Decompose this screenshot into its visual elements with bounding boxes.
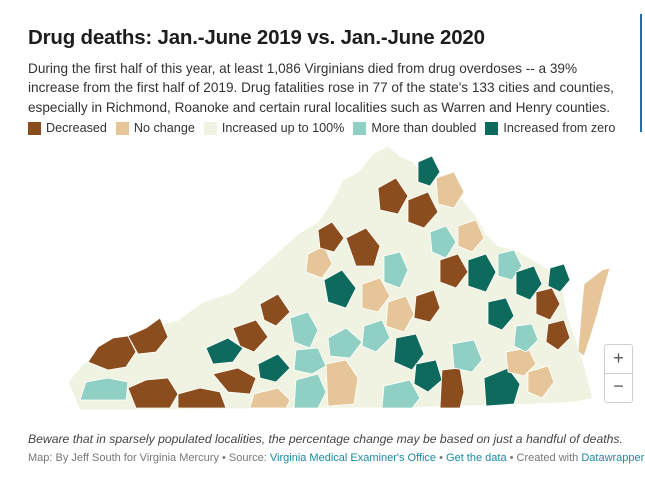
legend-label-decreased: Decreased [46,121,107,135]
locality-sw-6[interactable] [212,367,257,395]
locality-sw-14[interactable] [293,347,327,375]
legend-item-increased: Increased up to 100% [203,121,345,135]
locality-c-16[interactable] [451,339,483,373]
source-link[interactable]: Virginia Medical Examiner's Office [269,452,437,464]
datawrapper-link[interactable]: Datawrapper [581,452,645,464]
locality-c-12[interactable] [393,333,425,371]
locality-e-4[interactable] [547,263,571,293]
locality-c-10[interactable] [413,289,441,323]
locality-e-5[interactable] [545,319,571,351]
locality-n-5[interactable] [429,225,457,259]
map-subtitle: During the first half of this year, at l… [28,61,614,115]
locality-c-7[interactable] [383,251,409,289]
locality-c-2[interactable] [327,327,363,359]
map-footer: Map: By Jeff South for Virginia Mercury … [28,452,645,464]
footer-separator-2: • Created with [506,452,582,464]
locality-e-3[interactable] [535,287,561,321]
legend-item-no-change: No change [115,121,195,135]
legend-swatch-no-change [115,121,129,135]
locality-sw-8[interactable] [232,319,269,353]
locality-e-6[interactable] [487,297,515,331]
zoom-out-button[interactable]: − [613,376,624,396]
locality-sw-2[interactable] [127,317,169,355]
locality-n-7[interactable] [467,253,497,293]
locality-c-19[interactable] [527,365,555,399]
locality-sw-9[interactable] [259,293,291,327]
map-title: Drug deaths: Jan.-June 2019 vs. Jan.-Jun… [28,26,485,49]
locality-sw-12[interactable] [249,387,291,409]
locality-c-5[interactable] [317,221,345,253]
zoom-in-button[interactable]: + [605,345,632,374]
footer-separator-1: • [436,452,447,464]
locality-sw-13[interactable] [293,373,327,409]
legend-swatch-more-than-doubled [353,121,367,135]
locality-sw-10[interactable] [289,311,319,349]
locality-c-17[interactable] [483,367,521,407]
locality-n-6[interactable] [439,253,469,289]
locality-e-7[interactable] [513,323,539,353]
legend-swatch-decreased [28,121,41,135]
locality-sw-3[interactable] [79,377,129,401]
legend-swatch-from-zero [485,121,499,135]
legend-swatch-increased [203,121,217,135]
locality-n-4[interactable] [435,171,465,209]
legend-label-more-than-doubled: More than doubled [371,121,477,135]
locality-c-8[interactable] [361,277,391,313]
locality-c-11[interactable] [361,319,391,353]
locality-c-3[interactable] [323,269,357,309]
footer-prefix: Map: By Jeff South for Virginia Mercury … [28,452,270,464]
eastern-shore [577,267,611,357]
locality-n-3[interactable] [417,155,441,187]
locality-c-15[interactable] [439,367,465,409]
legend-label-from-zero: Increased from zero [503,121,616,135]
locality-c-14[interactable] [381,379,421,409]
locality-c-9[interactable] [385,295,415,333]
locality-sw-5[interactable] [177,387,227,409]
legend-item-from-zero: Increased from zero [485,121,615,135]
locality-n-8[interactable] [457,219,485,253]
legend: Decreased No change Increased up to 100%… [28,121,624,135]
accent-bar [640,14,642,132]
locality-n-2[interactable] [407,191,439,229]
locality-sw-11[interactable] [257,353,291,383]
map-note: Beware that in sparsely populated locali… [28,432,623,446]
locality-c-1[interactable] [325,359,359,407]
legend-item-more-than-doubled: More than doubled [353,121,476,135]
legend-label-no-change: No change [133,121,195,135]
locality-sw-7[interactable] [205,337,244,365]
locality-n-1[interactable] [377,177,409,215]
virginia-map[interactable] [28,142,618,412]
get-data-link[interactable]: Get the data [446,452,507,464]
legend-label-increased: Increased up to 100% [221,121,345,135]
locality-c-13[interactable] [413,359,443,393]
legend-item-decreased: Decreased [28,121,107,135]
locality-c-6[interactable] [345,227,381,267]
zoom-control: + − [604,344,633,403]
